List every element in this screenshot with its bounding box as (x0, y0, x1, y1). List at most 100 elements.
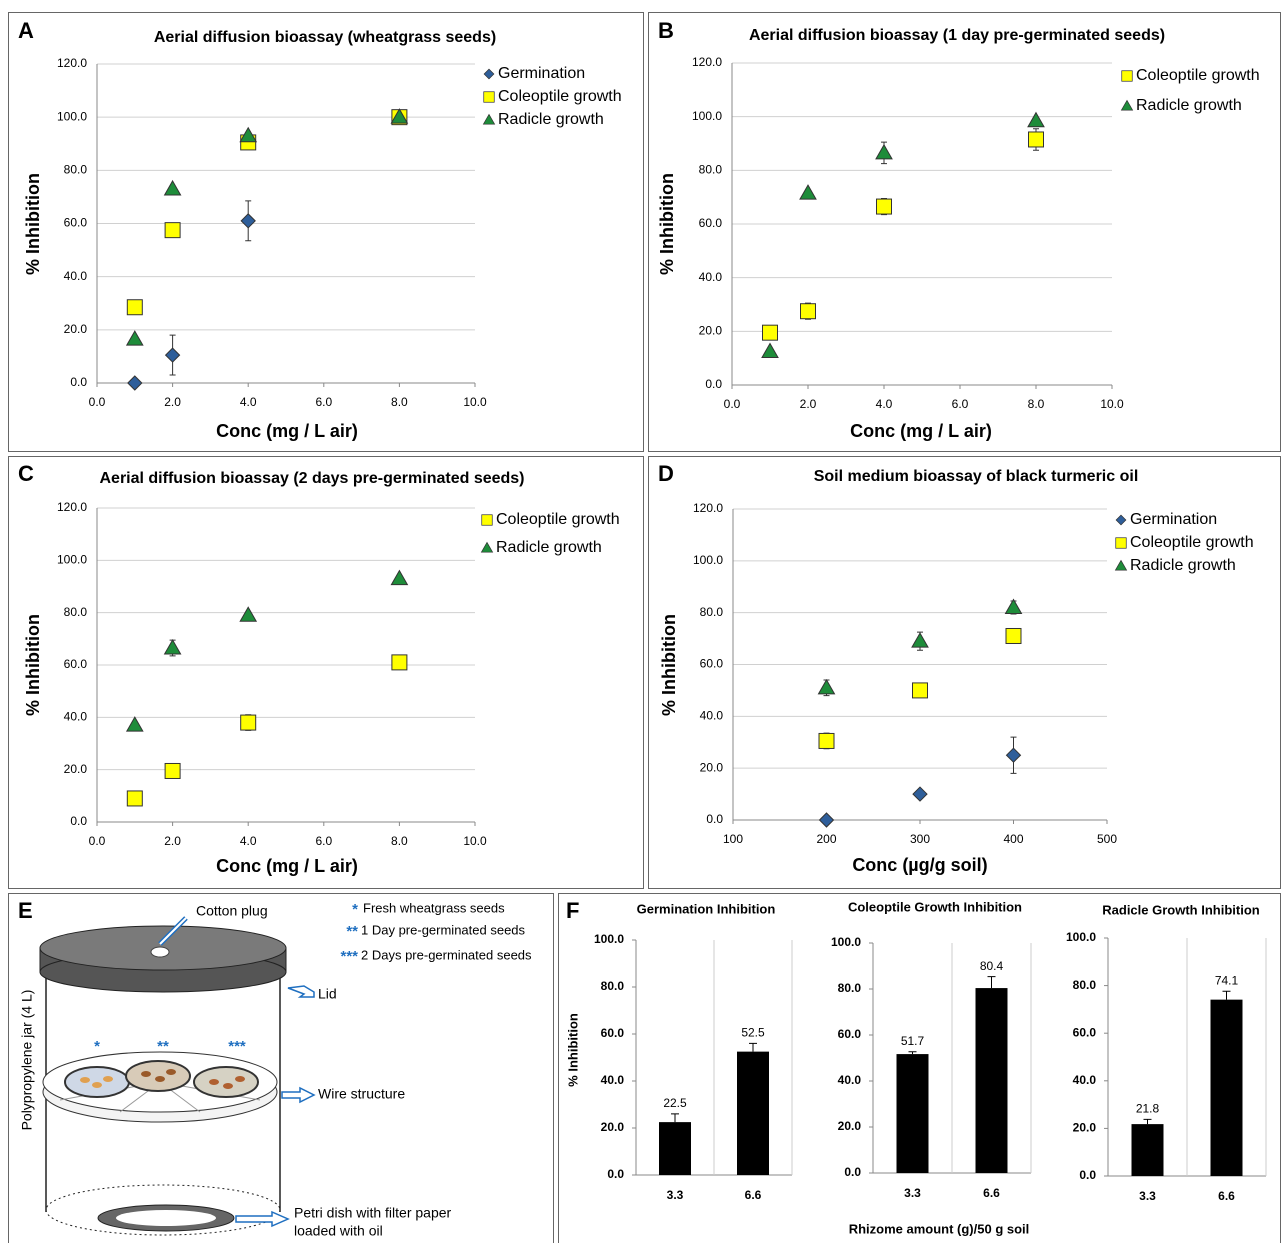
point (1027, 111, 1045, 128)
chart-title: Aerial diffusion bioassay (wheatgrass se… (154, 29, 496, 46)
x-axis-label: Conc (mg / L air) (216, 421, 358, 441)
y-tick-label: 40.0 (64, 710, 88, 724)
point (164, 347, 181, 363)
cotton-plug-label: Cotton plug (196, 903, 268, 919)
y-tick-label: 0.0 (1079, 1168, 1096, 1182)
panel-label: C (18, 461, 34, 486)
point (761, 342, 779, 358)
legend-label: Radicle growth (498, 111, 604, 128)
y-tick-label: 80.0 (838, 981, 862, 995)
point (762, 324, 778, 341)
point (818, 732, 835, 749)
x-tick-label: 2.0 (164, 834, 181, 848)
y-tick-label: 120.0 (57, 500, 87, 514)
point (876, 198, 892, 215)
petri-label: loaded with oil (294, 1223, 383, 1239)
legend-label: Coleoptile growth (496, 511, 620, 528)
legend-label: Radicle growth (1130, 557, 1236, 574)
y-tick-label: 20.0 (64, 322, 88, 336)
x-tick-label: 0.0 (724, 397, 741, 411)
point (912, 786, 928, 802)
key-text: Fresh wheatgrass seeds (363, 900, 505, 915)
y-tick-label: 100.0 (57, 109, 87, 123)
x-axis-label: Conc (mg / L air) (850, 421, 992, 441)
frame-e (8, 893, 554, 1243)
x-tick-label: 400 (1003, 832, 1023, 846)
y-tick-label: 20.0 (838, 1119, 862, 1133)
petri-dish (193, 1066, 259, 1098)
dish-marker: ** (157, 1038, 169, 1055)
x-tick-label: 3.3 (904, 1186, 921, 1200)
y-tick-label: 0.0 (70, 814, 87, 828)
x-tick-label: 4.0 (240, 395, 257, 409)
y-tick-label: 100.0 (57, 553, 87, 567)
x-tick-label: 8.0 (391, 834, 408, 848)
x-axis-label: Rhizome amount (g)/50 g soil (849, 1221, 1030, 1236)
x-axis-label: Conc (mg / L air) (216, 856, 358, 876)
x-tick-label: 10.0 (463, 395, 487, 409)
data-label: 22.5 (663, 1096, 687, 1110)
x-tick-label: 8.0 (391, 395, 408, 409)
y-tick-label: 0.0 (706, 812, 723, 826)
y-tick-label: 40.0 (699, 270, 723, 284)
x-tick-label: 6.0 (952, 397, 969, 411)
point (391, 654, 408, 671)
x-tick-label: 0.0 (89, 395, 106, 409)
key-marker: *** (340, 948, 358, 965)
y-tick-label: 60.0 (699, 216, 723, 230)
chart-title: Soil medium bioassay of black turmeric o… (814, 468, 1139, 485)
y-tick-label: 20.0 (64, 762, 88, 776)
point (1028, 131, 1044, 148)
point (390, 569, 409, 586)
panel-frames (8, 12, 1281, 1243)
lid-label: Lid (318, 986, 337, 1002)
y-axis-label: % Inhibition (23, 614, 43, 716)
wire-label: Wire structure (318, 1086, 405, 1102)
point (127, 375, 143, 391)
y-tick-label: 20.0 (700, 760, 724, 774)
error-bar (1222, 990, 1231, 1000)
frame-c (8, 456, 644, 889)
y-tick-label: 60.0 (838, 1027, 862, 1041)
point (164, 762, 181, 779)
petri-dish (125, 1060, 191, 1092)
point (799, 184, 817, 200)
bar (1131, 1124, 1164, 1176)
legend-label: Germination (1130, 511, 1217, 528)
legend-marker (482, 113, 496, 125)
error-bar (749, 1042, 757, 1052)
y-axis-label: % Inhibition (657, 173, 677, 275)
point (240, 213, 256, 229)
x-tick-label: 2.0 (800, 397, 817, 411)
y-tick-label: 40.0 (1073, 1073, 1097, 1087)
point (126, 790, 143, 807)
legend-marker (1115, 537, 1127, 549)
y-tick-label: 120.0 (57, 56, 87, 70)
x-tick-label: 500 (1097, 832, 1117, 846)
y-tick-label: 40.0 (601, 1073, 625, 1087)
chart-title: Radicle Growth Inhibition (1102, 902, 1260, 917)
chart-title: Coleoptile Growth Inhibition (848, 899, 1022, 914)
cotton-plug (150, 946, 170, 958)
data-label: 80.4 (980, 959, 1004, 973)
y-tick-label: 60.0 (601, 1026, 625, 1040)
bar (975, 988, 1008, 1173)
filter-paper (116, 1210, 216, 1226)
legend-label: Coleoptile growth (1130, 534, 1254, 551)
x-tick-label: 6.6 (1218, 1189, 1235, 1203)
legend-label: Coleoptile growth (498, 88, 622, 105)
point (818, 812, 835, 828)
y-tick-label: 60.0 (64, 216, 88, 230)
bar (737, 1051, 769, 1175)
y-tick-label: 120.0 (692, 55, 722, 69)
diagram-e: E Cotton plug Lid Wire struct (18, 898, 532, 1239)
key-text: 1 Day pre-germinated seeds (361, 922, 526, 937)
point (239, 606, 258, 622)
point (164, 222, 181, 239)
point (911, 632, 929, 648)
error-bar (908, 1051, 917, 1055)
data-label: 52.5 (741, 1026, 765, 1040)
y-tick-label: 0.0 (705, 377, 722, 391)
x-tick-label: 3.3 (1139, 1189, 1156, 1203)
data-label: 21.8 (1136, 1102, 1160, 1116)
